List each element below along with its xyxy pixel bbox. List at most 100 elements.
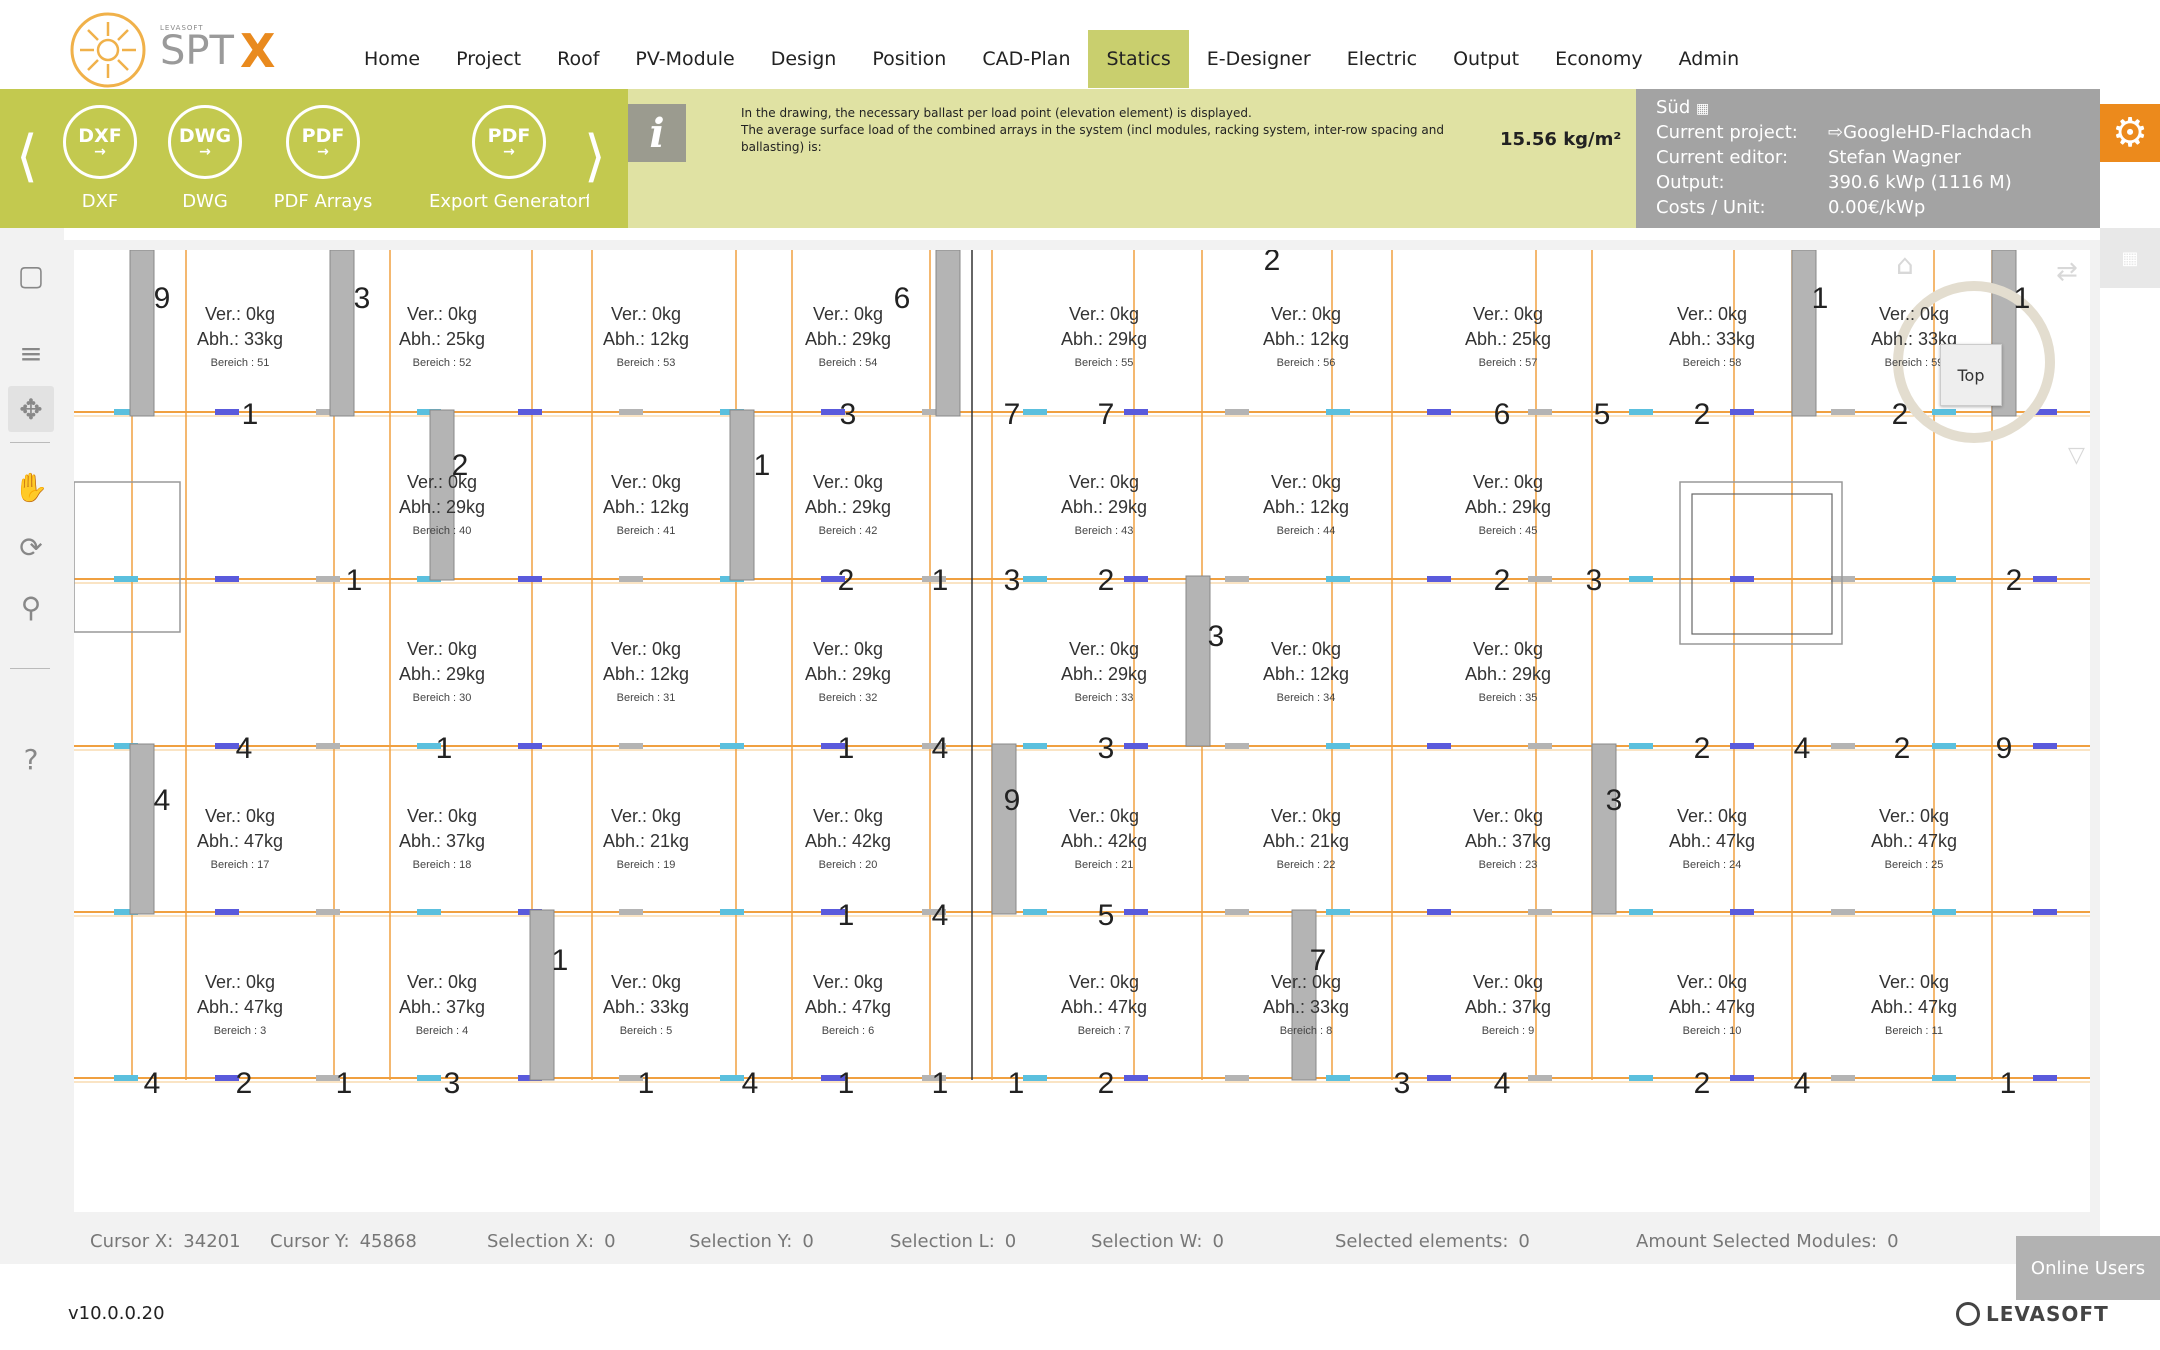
pdf-export-icon[interactable]: PDF → <box>286 105 360 179</box>
nav-item-cad-plan[interactable]: CAD-Plan <box>982 48 1071 70</box>
arrow-right-icon: → <box>317 144 329 160</box>
cad-canvas[interactable]: ⌂ ⇄ ▽ Ver.: 0kg Abh.: 33kg Bereich : 51 Ver.: … <box>74 250 2090 1212</box>
cell-area-label: Bereich : 33 <box>1075 692 1134 704</box>
list-icon[interactable]: ≡ <box>19 336 43 370</box>
cursor-y-label: Cursor Y: <box>270 1230 350 1252</box>
select-window-icon[interactable]: ▢ <box>17 258 45 292</box>
rail-marker <box>1225 743 1249 749</box>
online-users-button[interactable]: Online Users <box>2016 1236 2160 1300</box>
dxf-export-icon[interactable]: DXF → <box>63 105 137 179</box>
cell-ver-load: Ver.: 0kg <box>1069 972 1139 992</box>
help-icon[interactable]: ? <box>23 742 39 776</box>
info-panel: In the drawing, the necessary ballast pe… <box>628 89 1636 228</box>
export-tool-pdf-arrays[interactable]: PDF → PDF Arrays <box>263 105 383 212</box>
amount-modules-value: 0 <box>1887 1230 1899 1252</box>
cell-abh-load: Abh.: 12kg <box>603 497 689 517</box>
cell-abh-load: Abh.: 12kg <box>603 664 689 684</box>
pdf-export-icon[interactable]: PDF → <box>472 105 546 179</box>
selection-w-value: 0 <box>1212 1230 1224 1252</box>
ballast-count: 2 <box>1264 250 1281 277</box>
nav-item-statics[interactable]: Statics <box>1088 30 1189 88</box>
info-icon[interactable]: i <box>628 104 686 162</box>
cell-area-label: Bereich : 20 <box>819 859 878 871</box>
cell-ver-load: Ver.: 0kg <box>1677 806 1747 826</box>
rail-marker <box>2033 743 2057 749</box>
export-tool-export-generatorfl[interactable]: PDF → Export Generatorfl <box>429 105 589 212</box>
view-top-button[interactable]: Top <box>1940 344 2002 406</box>
rail-marker <box>1629 1075 1653 1081</box>
nav-item-position[interactable]: Position <box>872 48 947 70</box>
settings-gear-icon[interactable]: ⚙ <box>2100 104 2160 162</box>
rail-marker <box>1124 743 1148 749</box>
output-label: Output: <box>1656 172 1725 193</box>
editor-value: Stefan Wagner <box>1828 147 1962 168</box>
ballast-count: 3 <box>1606 784 1623 817</box>
rail-marker <box>1629 576 1653 582</box>
costs-label: Costs / Unit: <box>1656 197 1766 218</box>
ballast-count: 3 <box>1586 564 1603 597</box>
rail-marker <box>1225 576 1249 582</box>
nav-item-roof[interactable]: Roof <box>557 48 600 70</box>
project-panel: Süd ▦ Current project: ⇨GoogleHD-Flachdac… <box>1636 89 2100 228</box>
cell-abh-load: Abh.: 37kg <box>399 831 485 851</box>
rail-marker <box>1730 1075 1754 1081</box>
camera-icon[interactable]: ▦ <box>1696 101 1710 117</box>
move-select-icon[interactable]: ✥ <box>8 386 54 432</box>
cell-area-label: Bereich : 19 <box>617 859 676 871</box>
rail-marker <box>1225 909 1249 915</box>
nav-item-design[interactable]: Design <box>770 48 837 70</box>
zoom-icon[interactable]: ⚲ <box>20 590 42 624</box>
arrow-right-icon: → <box>94 144 106 160</box>
cell-abh-load: Abh.: 21kg <box>1263 831 1349 851</box>
editor-label: Current editor: <box>1656 147 1789 168</box>
cell-area-label: Bereich : 11 <box>1885 1025 1943 1037</box>
status-bar: Cursor X: 34201 Cursor Y: 45868 Selection … <box>64 1222 1924 1260</box>
cell-area-label: Bereich : 9 <box>1482 1025 1535 1037</box>
dwg-export-icon[interactable]: DWG → <box>168 105 242 179</box>
rail-marker <box>1528 1075 1552 1081</box>
cell-abh-load: Abh.: 33kg <box>197 329 283 349</box>
nav-item-home[interactable]: Home <box>364 48 421 70</box>
export-tool-dwg[interactable]: DWG → DWG <box>145 105 265 212</box>
nav-item-admin[interactable]: Admin <box>1678 48 1740 70</box>
cell-abh-load: Abh.: 47kg <box>1669 997 1755 1017</box>
rail-marker <box>1831 409 1855 415</box>
cell-area-label: Bereich : 54 <box>819 357 878 369</box>
cell-abh-load: Abh.: 29kg <box>399 497 485 517</box>
export-tool-dxf[interactable]: DXF → DXF <box>40 105 160 212</box>
nav-item-project[interactable]: Project <box>456 48 522 70</box>
next-tools-arrow-icon[interactable]: ⟩ <box>584 124 606 189</box>
cell-abh-load: Abh.: 25kg <box>399 329 485 349</box>
nav-item-electric[interactable]: Electric <box>1346 48 1418 70</box>
nav-item-output[interactable]: Output <box>1453 48 1520 70</box>
surface-load-value: 15.56 kg/m² <box>1500 129 1622 150</box>
sun-logo-icon <box>70 12 146 88</box>
camera-panel-icon[interactable]: ▦ <box>2100 228 2160 288</box>
nav-item-e-designer[interactable]: E-Designer <box>1206 48 1311 70</box>
nav-item-pv-module[interactable]: PV-Module <box>635 48 735 70</box>
ballast-block <box>329 250 355 417</box>
rotate-icon[interactable]: ⟳ <box>19 530 43 564</box>
rail-marker <box>215 409 239 415</box>
ballast-count: 3 <box>1208 620 1225 653</box>
cell-abh-load: Abh.: 12kg <box>603 329 689 349</box>
rail-marker <box>215 743 239 749</box>
nav-item-economy[interactable]: Economy <box>1555 48 1643 70</box>
cell-ver-load: Ver.: 0kg <box>813 639 883 659</box>
selection-l-label: Selection L: <box>890 1230 995 1252</box>
rail-marker <box>1023 409 1047 415</box>
current-project-value[interactable]: GoogleHD-Flachdach <box>1843 122 2032 143</box>
prev-tools-arrow-icon[interactable]: ⟨ <box>16 124 38 189</box>
rail-marker <box>114 576 138 582</box>
rail-marker <box>316 409 340 415</box>
ballast-count: 4 <box>1494 1067 1511 1100</box>
cell-area-label: Bereich : 6 <box>822 1025 875 1037</box>
rail-marker <box>821 409 845 415</box>
tool-label: Export Generatorfl <box>429 191 589 212</box>
cell-ver-load: Ver.: 0kg <box>1069 304 1139 324</box>
hand-pan-icon[interactable]: ✋ <box>13 470 49 504</box>
rail-marker <box>518 576 542 582</box>
ballast-count: 4 <box>932 732 949 765</box>
cell-abh-load: Abh.: 29kg <box>805 497 891 517</box>
